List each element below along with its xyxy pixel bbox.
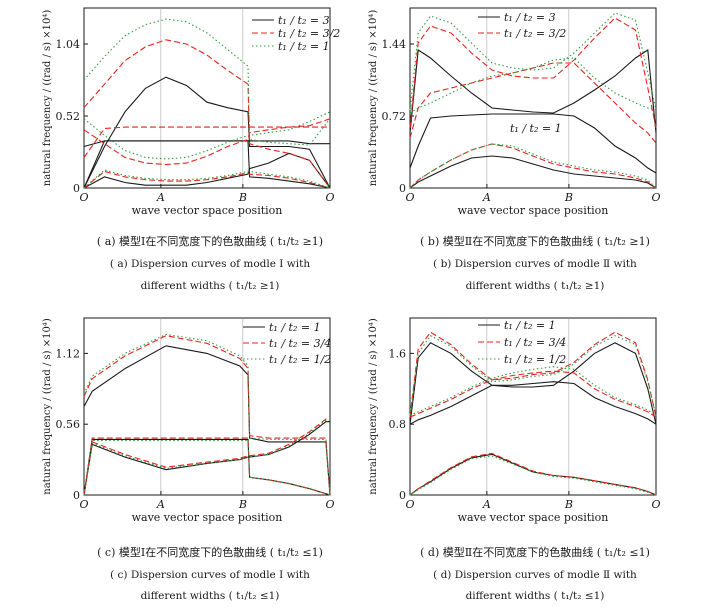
series-line-a-0-0 (83, 76, 331, 189)
x-axis-label-a: wave vector space position (132, 204, 283, 217)
legend-label-b-0: t₁ / t₂ = 3 (504, 11, 556, 24)
caption-b-en-line1: ( b) Dispersion curves of modle Ⅱ with (433, 258, 637, 270)
legend-label-d-2: t₁ / t₂ = 1/2 (504, 353, 566, 366)
legend-label-d-0: t₁ / t₂ = 1 (504, 319, 556, 332)
legend-label-a-0: t₁ / t₂ = 3 (278, 14, 330, 27)
series-line-d-0-2 (409, 453, 657, 496)
caption-d-en-line1: ( d) Dispersion curves of modle Ⅱ with (433, 569, 637, 581)
series-line-b-2-1 (409, 57, 657, 114)
x-tick-label-c-1: A (156, 498, 165, 511)
caption-c-en-line1: ( c) Dispersion curves of modle Ⅰ with (110, 569, 310, 581)
series-line-b-0-2 (409, 155, 657, 189)
caption-c-cn: ( c) 模型Ⅰ在不同宽度下的色散曲线 ( t₁/t₂ ≤1) (97, 546, 323, 559)
legend-label-c-0: t₁ / t₂ = 1 (269, 321, 321, 334)
x-tick-label-d-0: O (405, 498, 414, 511)
series-line-b-2-2 (409, 143, 657, 189)
plot-frame-b (409, 7, 657, 189)
series-line-a-1-0 (83, 39, 331, 189)
series-line-c-2-1 (83, 419, 330, 496)
x-tick-label-a-3: O (325, 191, 334, 204)
series-line-d-1-1 (409, 370, 657, 418)
series-line-c-0-2 (83, 438, 331, 496)
x-axis-label-b: wave vector space position (458, 204, 609, 217)
annotation-b: t₁ / t₂ = 1 (510, 122, 562, 135)
y-tick-label-a-0: 0 (73, 182, 80, 195)
plot-frame-d (409, 317, 657, 496)
series-line-b-0-0 (409, 49, 657, 134)
caption-b-en-line2: different widths ( t₁/t₂ ≥1) (465, 280, 605, 292)
x-axis-label-c: wave vector space position (132, 511, 283, 524)
y-tick-label-d-2: 1.6 (389, 347, 407, 360)
x-tick-label-c-0: O (79, 498, 88, 511)
y-tick-label-c-1: 0.56 (56, 418, 81, 431)
caption-d-cn: ( d) 模型Ⅱ在不同宽度下的色散曲线 ( t₁/t₂ ≤1) (420, 546, 650, 559)
series-line-c-1-0 (83, 335, 331, 496)
x-tick-label-c-3: O (325, 498, 334, 511)
series-line-a-0-3 (83, 140, 330, 148)
x-tick-label-b-2: B (564, 191, 573, 204)
y-tick-label-c-2: 1.12 (56, 347, 81, 360)
caption-b-cn: ( b) 模型Ⅱ在不同宽度下的色散曲线 ( t₁/t₂ ≥1) (420, 235, 650, 248)
y-tick-label-b-1: 0.72 (382, 110, 407, 123)
legend-label-a-1: t₁ / t₂ = 3/2 (278, 27, 340, 40)
x-tick-label-b-0: O (405, 191, 414, 204)
y-tick-label-b-0: 0 (399, 182, 406, 195)
series-line-a-2-0 (83, 18, 331, 146)
legend-label-a-2: t₁ / t₂ = 1 (278, 40, 330, 53)
caption-a-en-line1: ( a) Dispersion curves of modle Ⅰ with (109, 258, 311, 270)
y-tick-label-d-1: 0.8 (389, 418, 407, 431)
series-line-c-1-2 (83, 437, 331, 496)
series-line-c-0-1 (83, 421, 330, 496)
series-line-b-1-0 (409, 17, 657, 129)
y-axis-label-c: natural frequency / ((rad / s) ×10⁴) (42, 318, 53, 495)
y-axis-label-d: natural frequency / ((rad / s) ×10⁴) (368, 318, 379, 495)
x-tick-label-c-2: B (238, 498, 247, 511)
y-axis-label-a: natural frequency / ((rad / s) ×10⁴) (42, 10, 53, 187)
series-line-d-2-1 (409, 366, 657, 416)
legend-label-c-2: t₁ / t₂ = 1/2 (269, 353, 331, 366)
caption-c-en-line2: different widths ( t₁/t₂ ≤1) (140, 590, 280, 602)
x-tick-label-d-1: A (482, 498, 491, 511)
series-line-c-0-0 (83, 345, 331, 496)
legend-label-d-1: t₁ / t₂ = 3/4 (504, 336, 566, 349)
series-line-b-1-1 (409, 62, 657, 144)
series-line-a-2-2 (83, 169, 331, 189)
series-line-b-1-2 (409, 143, 657, 189)
legend-label-b-1: t₁ / t₂ = 3/2 (504, 27, 566, 40)
series-line-c-1-1 (83, 418, 330, 496)
y-tick-label-c-0: 0 (73, 489, 80, 502)
series-line-d-0-0 (409, 342, 657, 425)
plot-frame-a (83, 7, 331, 189)
y-tick-label-a-2: 1.04 (56, 38, 81, 51)
y-tick-label-d-0: 0 (399, 489, 406, 502)
series-line-d-2-2 (409, 455, 657, 496)
x-tick-label-a-0: O (79, 191, 88, 204)
x-tick-label-d-2: B (564, 498, 573, 511)
caption-d-en-line2: different widths ( t₁/t₂ ≤1) (465, 590, 605, 602)
caption-a-en-line2: different widths ( t₁/t₂ ≥1) (140, 280, 280, 292)
x-tick-label-a-1: A (156, 191, 165, 204)
series-line-a-1-2 (83, 126, 330, 158)
y-axis-label-b: natural frequency / ((rad / s) ×10⁴) (368, 10, 379, 187)
x-axis-label-d: wave vector space position (458, 511, 609, 524)
x-tick-label-d-3: O (651, 498, 660, 511)
x-tick-label-b-3: O (651, 191, 660, 204)
x-tick-label-b-1: A (482, 191, 491, 204)
y-tick-label-a-1: 0.52 (56, 110, 81, 123)
series-line-c-2-2 (83, 440, 331, 496)
series-line-a-1-3 (83, 170, 331, 189)
legend-label-c-1: t₁ / t₂ = 3/4 (269, 337, 331, 350)
series-line-d-0-1 (409, 381, 657, 425)
series-line-b-2-0 (409, 12, 657, 111)
y-tick-label-b-2: 1.44 (382, 38, 407, 51)
series-line-d-1-2 (409, 452, 657, 496)
caption-a-cn: ( a) 模型Ⅰ在不同宽度下的色散曲线 ( t₁/t₂ ≥1) (96, 235, 324, 248)
series-line-d-1-0 (409, 331, 657, 418)
x-tick-label-a-2: B (238, 191, 247, 204)
series-line-a-0-1 (83, 152, 331, 189)
series-line-b-0-1 (409, 113, 657, 174)
